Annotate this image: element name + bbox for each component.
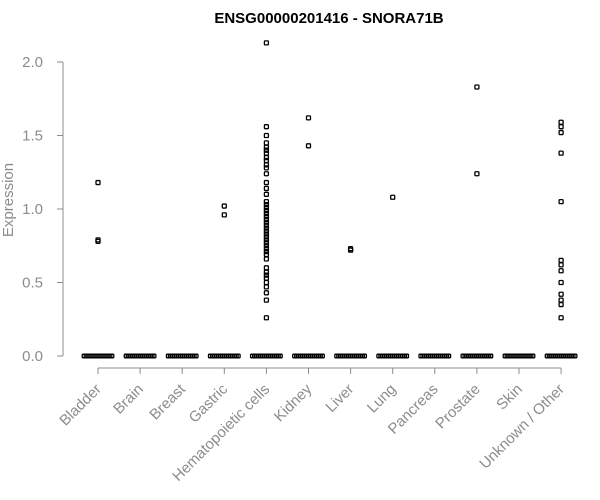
- data-point: [558, 257, 564, 264]
- data-point: [558, 119, 564, 125]
- data-point-zero: [235, 353, 241, 359]
- data-point: [95, 179, 101, 186]
- x-tick-label: Prostate: [432, 381, 484, 433]
- data-point: [263, 279, 270, 286]
- data-point: [263, 210, 270, 217]
- data-point: [263, 246, 270, 252]
- data-point-zero: [320, 353, 325, 359]
- data-point: [263, 132, 270, 139]
- data-point: [558, 129, 564, 136]
- data-point: [263, 207, 270, 214]
- data-point: [263, 213, 270, 220]
- data-point-zero: [277, 353, 283, 359]
- data-point: [390, 194, 396, 200]
- data-point-zero: [572, 353, 578, 359]
- data-point: [263, 269, 270, 275]
- data-point: [558, 315, 564, 321]
- data-point-zero: [488, 353, 494, 359]
- data-point: [221, 203, 227, 209]
- data-point: [558, 297, 564, 303]
- y-tick-label: 2.0: [22, 54, 43, 71]
- data-point: [221, 212, 227, 218]
- data-point: [263, 225, 270, 231]
- data-point: [305, 143, 312, 149]
- data-point: [263, 243, 270, 249]
- x-tick-label: Skin: [493, 381, 526, 414]
- data-point: [263, 315, 270, 321]
- chart-title: ENSG00000201416 - SNORA71B: [214, 10, 443, 27]
- data-point: [263, 251, 270, 258]
- data-point: [263, 256, 270, 262]
- data-point: [474, 84, 480, 90]
- data-point: [263, 248, 270, 255]
- data-point: [263, 284, 270, 290]
- data-point: [263, 216, 270, 222]
- x-tick-label: Bladder: [56, 381, 105, 430]
- data-point: [263, 191, 270, 197]
- data-point-zero: [151, 353, 157, 359]
- data-point: [263, 219, 270, 225]
- x-tick-label: Kidney: [271, 380, 316, 425]
- data-point: [263, 140, 270, 146]
- data-point-zero: [193, 353, 199, 359]
- y-tick-label: 0.0: [22, 348, 43, 365]
- data-point: [558, 198, 564, 205]
- data-point: [558, 291, 564, 297]
- x-tick-label: Brain: [110, 381, 147, 418]
- data-point-zero: [530, 353, 536, 359]
- data-point: [263, 171, 270, 177]
- data-point: [263, 147, 270, 153]
- data-point: [263, 157, 270, 164]
- data-point: [263, 204, 270, 211]
- data-point: [558, 124, 564, 130]
- data-point: [558, 268, 564, 274]
- data-point: [263, 154, 270, 161]
- y-tick-label: 0.5: [22, 275, 43, 292]
- data-point: [558, 301, 564, 308]
- data-point: [263, 234, 270, 240]
- data-point-zero: [362, 353, 368, 359]
- data-point-zero: [446, 353, 452, 359]
- data-point: [558, 150, 564, 156]
- x-tick-label: Lung: [364, 381, 400, 417]
- data-point: [263, 275, 270, 281]
- data-point: [305, 115, 312, 121]
- data-point: [558, 262, 564, 268]
- data-point: [263, 40, 270, 46]
- data-point: [263, 124, 270, 130]
- data-point: [95, 238, 101, 244]
- data-point: [263, 201, 270, 208]
- data-points: [81, 40, 578, 359]
- data-point: [263, 185, 270, 192]
- data-point-zero: [404, 353, 410, 359]
- data-point: [474, 171, 480, 177]
- data-point: [263, 265, 270, 271]
- data-point: [263, 165, 270, 171]
- y-axis-label: Expression: [0, 163, 17, 237]
- data-point: [263, 240, 270, 246]
- data-point: [263, 228, 270, 234]
- data-point: [263, 179, 270, 186]
- x-tick-label: Liver: [322, 381, 357, 416]
- data-point: [263, 222, 270, 228]
- data-point: [558, 279, 564, 286]
- data-point: [347, 247, 354, 253]
- data-point: [263, 144, 270, 150]
- y-tick-label: 1.5: [22, 128, 43, 145]
- data-point: [263, 162, 270, 168]
- data-point-zero: [109, 353, 115, 359]
- x-tick-label: Breast: [146, 380, 189, 423]
- data-point: [263, 272, 270, 278]
- data-point: [263, 231, 270, 237]
- data-point: [263, 150, 270, 156]
- data-point: [263, 237, 270, 243]
- data-point: [263, 297, 270, 303]
- data-point: [263, 290, 270, 296]
- y-tick-label: 1.0: [22, 201, 43, 218]
- data-point: [263, 198, 270, 205]
